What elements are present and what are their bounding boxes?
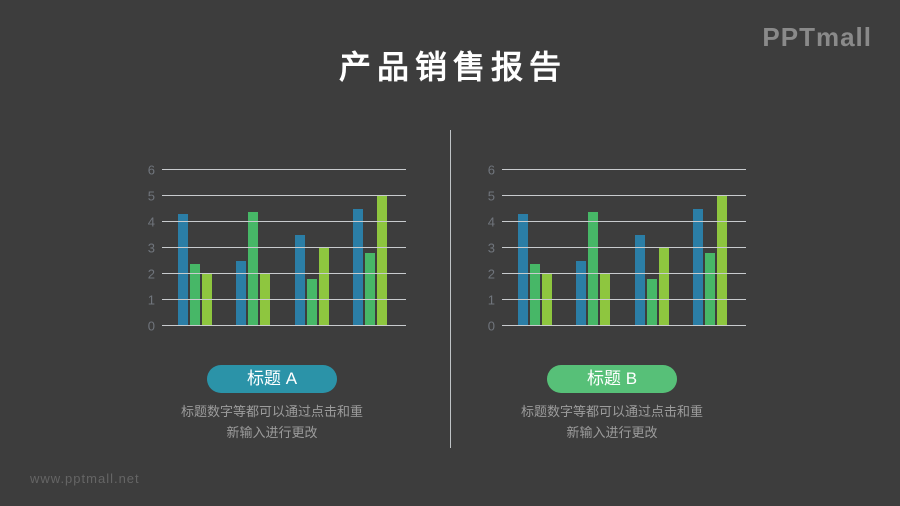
panel-a: 0 1 2 3 4 5 6 标题 A 标题数字等都可以通过点击和重 新输入进行更改: [138, 130, 406, 480]
bar-series-2-group-1: [530, 263, 540, 326]
panel-b: 0 1 2 3 4 5 6 标题 B 标题数字等都可以通过点击和重 新输入进行更改: [478, 130, 746, 480]
bar-series-1-group-1: [178, 214, 188, 326]
y-axis-tick-label-4: 4: [147, 214, 155, 230]
gridline-1: [502, 299, 746, 300]
bar-series-2-group-1: [190, 263, 200, 326]
bar-series-1-group-2: [236, 261, 247, 326]
badge-title-a[interactable]: 标题 A: [207, 365, 337, 393]
y-axis-tick-label-0: 0: [487, 318, 495, 334]
gridline-5: [162, 195, 406, 196]
bar-series-3-group-2: [600, 274, 611, 326]
description-a[interactable]: 标题数字等都可以通过点击和重 新输入进行更改: [138, 401, 406, 443]
bar-series-2-group-3: [306, 279, 317, 326]
gridline-2: [162, 273, 406, 274]
bar-series-3-group-2: [260, 274, 271, 326]
bar-series-2-group-3: [646, 279, 657, 326]
bar-series-1-group-2: [576, 261, 587, 326]
bar-series-2-group-4: [364, 253, 375, 326]
gridline-3: [502, 247, 746, 248]
y-axis-tick-label-5: 5: [147, 188, 155, 204]
bar-chart-b[interactable]: 0 1 2 3 4 5 6: [488, 163, 746, 334]
description-b-line2: 新输入进行更改: [566, 425, 658, 440]
bar-series-3-group-3: [318, 248, 329, 326]
y-axis-tick-label-1: 1: [147, 292, 155, 308]
bar-series-1-group-3: [634, 235, 645, 326]
gridline-6: [502, 169, 746, 170]
pptmall-logo: PPTmall: [762, 22, 872, 52]
gridline-0: [162, 325, 406, 326]
bar-series-2-group-2: [248, 211, 259, 326]
y-axis-tick-label-2: 2: [147, 266, 155, 282]
bar-series-3-group-1: [542, 274, 552, 326]
gridline-4: [162, 221, 406, 222]
description-b-line1: 标题数字等都可以通过点击和重: [520, 404, 703, 419]
bar-series-3-group-1: [202, 274, 212, 326]
badge-title-b[interactable]: 标题 B: [547, 365, 677, 393]
y-axis-tick-label-6: 6: [147, 162, 155, 178]
bar-chart-a[interactable]: 0 1 2 3 4 5 6: [148, 163, 406, 334]
bar-series-1-group-3: [294, 235, 305, 326]
watermark: www.pptmall.net: [30, 471, 140, 486]
gridline-4: [502, 221, 746, 222]
y-axis-tick-label-5: 5: [487, 188, 495, 204]
bar-series-3-group-4: [376, 196, 387, 326]
gridline-2: [502, 273, 746, 274]
gridline-1: [162, 299, 406, 300]
bar-series-1-group-1: [518, 214, 528, 326]
gridline-5: [502, 195, 746, 196]
y-axis-tick-label-1: 1: [487, 292, 495, 308]
y-axis-tick-label-6: 6: [487, 162, 495, 178]
gridline-3: [162, 247, 406, 248]
bar-series-3-group-4: [716, 196, 727, 326]
description-a-line1: 标题数字等都可以通过点击和重: [180, 404, 363, 419]
page-title[interactable]: 产品销售报告: [338, 49, 567, 85]
y-axis-tick-label-3: 3: [147, 240, 155, 256]
gridline-6: [162, 169, 406, 170]
description-b[interactable]: 标题数字等都可以通过点击和重 新输入进行更改: [478, 401, 746, 443]
panel-divider: [450, 130, 451, 448]
y-axis-tick-label-0: 0: [147, 318, 155, 334]
gridline-0: [502, 325, 746, 326]
bar-series-3-group-3: [658, 248, 669, 326]
y-axis-tick-label-4: 4: [487, 214, 495, 230]
description-a-line2: 新输入进行更改: [226, 425, 318, 440]
y-axis-tick-label-3: 3: [487, 240, 495, 256]
bar-series-1-group-4: [692, 209, 703, 326]
bar-series-1-group-4: [352, 209, 363, 326]
bar-series-2-group-2: [588, 211, 599, 326]
bar-series-2-group-4: [704, 253, 715, 326]
y-axis-tick-label-2: 2: [487, 266, 495, 282]
